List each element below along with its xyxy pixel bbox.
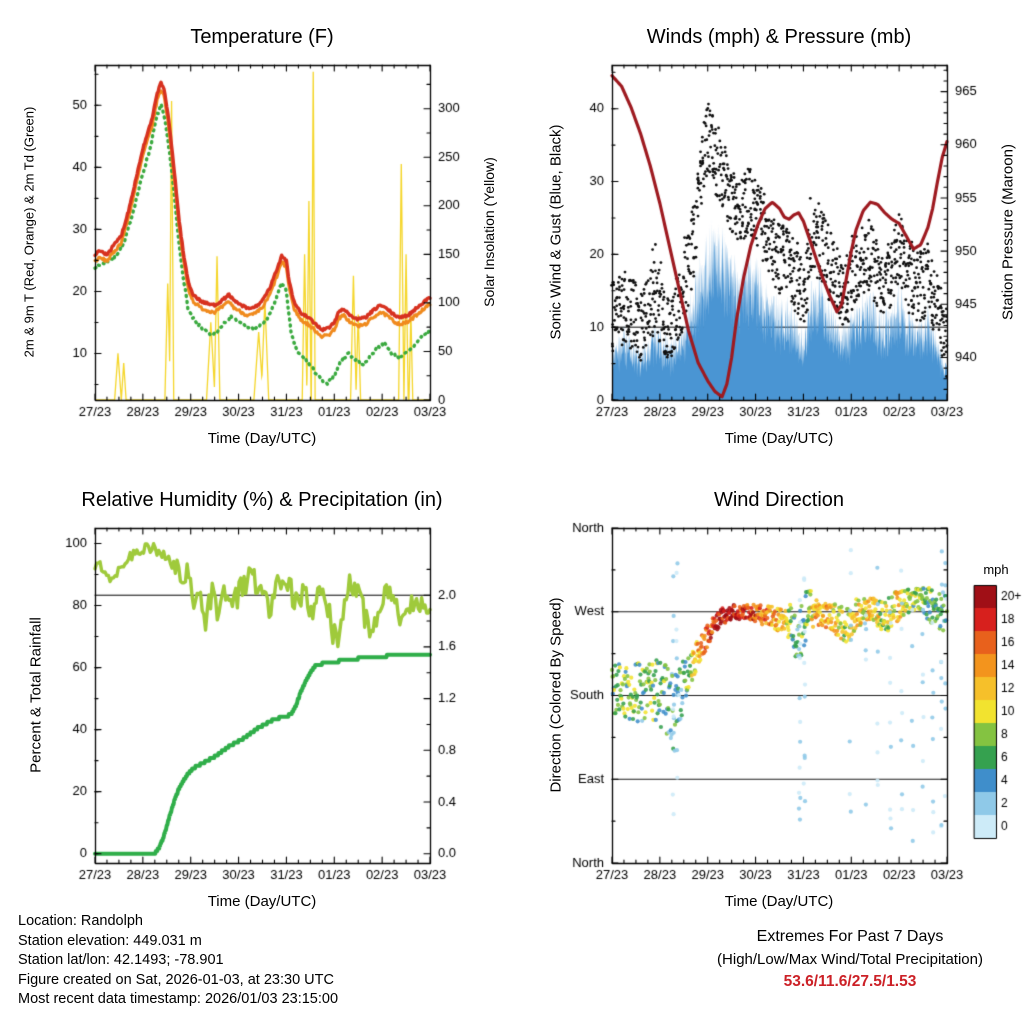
extremes-block: Extremes For Past 7 Days (High/Low/Max W…	[650, 928, 1024, 991]
winds-x-axis-label: Time (Day/UTC)	[724, 430, 834, 447]
station-latlon-line: Station lat/lon: 42.1493; -78.901	[18, 952, 224, 968]
data-timestamp-line: Most recent data timestamp: 2026/01/03 2…	[18, 991, 339, 1007]
winds-y-axis-label-right: Station Pressure (Maroon)	[999, 144, 1017, 320]
humidity-x-axis-label: Time (Day/UTC)	[207, 893, 317, 910]
extremes-values: 53.6/11.6/27.5/1.53	[783, 973, 917, 990]
station-info-block: Location: Randolph Station elevation: 44…	[18, 912, 338, 1010]
temperature-x-axis-label: Time (Day/UTC)	[207, 430, 317, 447]
figure-created-line: Figure created on Sat, 2026-01-03, at 23…	[18, 971, 334, 988]
colorbar-units-label: mph	[983, 562, 1009, 577]
temperature-y-axis-label-left: 2m & 9m T (Red, Orange) & 2m Td (Green)	[21, 106, 37, 358]
extremes-subtitle: (High/Low/Max Wind/Total Precipitation)	[717, 951, 983, 968]
winds-pressure-chart-title: Winds (mph) & Pressure (mb)	[646, 26, 912, 48]
station-elevation-line: Station elevation: 449.031 m	[18, 932, 202, 949]
temperature-chart-title: Temperature (F)	[190, 26, 334, 48]
temperature-y-axis-label-right: Solar Insolation (Yellow)	[481, 157, 497, 307]
humidity-precip-chart-title: Relative Humidity (%) & Precipitation (i…	[81, 489, 443, 511]
extremes-title: Extremes For Past 7 Days	[756, 928, 944, 945]
station-location-line: Location: Randolph	[18, 913, 143, 929]
humidity-y-axis-label-left: Percent & Total Rainfall	[27, 617, 45, 773]
wind-direction-chart-title: Wind Direction	[713, 489, 845, 511]
winds-y-axis-label-left: Sonic Wind & Gust (Blue, Black)	[547, 124, 565, 340]
wind-direction-y-axis-label-left: Direction (Colored By Speed)	[547, 597, 565, 793]
wind-direction-x-axis-label: Time (Day/UTC)	[724, 893, 834, 910]
